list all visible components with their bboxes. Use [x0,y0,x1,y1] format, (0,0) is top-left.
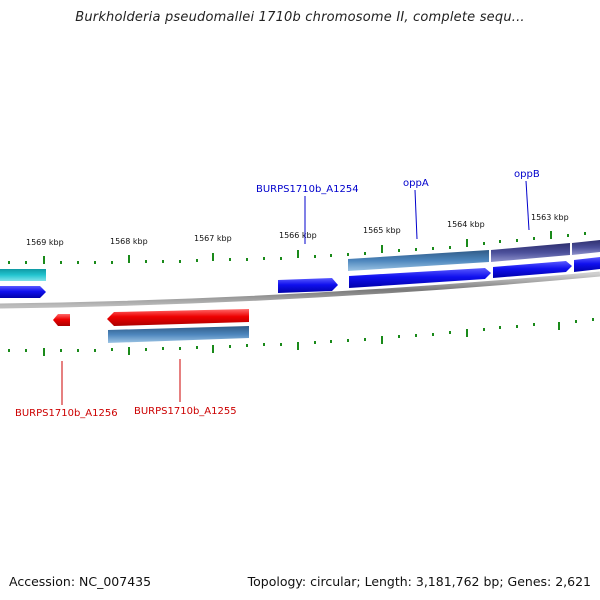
gene-arrow-a1254 [278,278,338,293]
gene-label-oppB[interactable]: oppB [514,169,540,180]
gene-arrow-left-edge [0,286,46,298]
gene-arrow-oppA [349,268,491,288]
lower-tick-row [8,318,594,356]
accession-text: Accession: NC_007435 [9,574,152,589]
gene-label-a1255[interactable]: BURPS1710b_A1255 [134,406,237,417]
gene-arrow-oppB [493,261,572,278]
chromosome-backbone [0,271,600,309]
gene-arrow-right-edge [574,257,600,272]
ruler-label: 1563 kbp [531,213,569,222]
feature-band-oppB [491,243,570,262]
map-title: Burkholderia pseudomallei 1710b chromoso… [75,10,525,25]
gene-arrow-a1255 [107,309,249,326]
ruler-label: 1569 kbp [26,238,64,247]
leader-line-oppB [525,180,530,231]
ruler-label: 1567 kbp [194,234,232,243]
gene-arrow-a1256 [53,314,70,326]
ruler-labels: 1569 kbp 1568 kbp 1567 kbp 1566 kbp 1565… [26,213,569,247]
topology-text: Topology: circular; Length: 3,181,762 bp… [247,574,591,589]
ruler-label: 1568 kbp [110,237,148,246]
gene-label-a1254[interactable]: BURPS1710b_A1254 [256,184,359,195]
gene-label-a1256[interactable]: BURPS1710b_A1256 [15,408,118,419]
ruler-label: 1564 kbp [447,220,485,229]
feature-band-oppA [348,250,489,271]
cyan-feature [0,269,46,281]
gene-label-oppA[interactable]: oppA [403,178,429,189]
upper-tick-row [8,231,586,264]
ruler-label: 1566 kbp [279,231,317,240]
feature-band-right [572,240,600,255]
ruler-label: 1565 kbp [363,226,401,235]
feature-band-lower [108,326,249,343]
leader-line-oppA [414,189,418,240]
